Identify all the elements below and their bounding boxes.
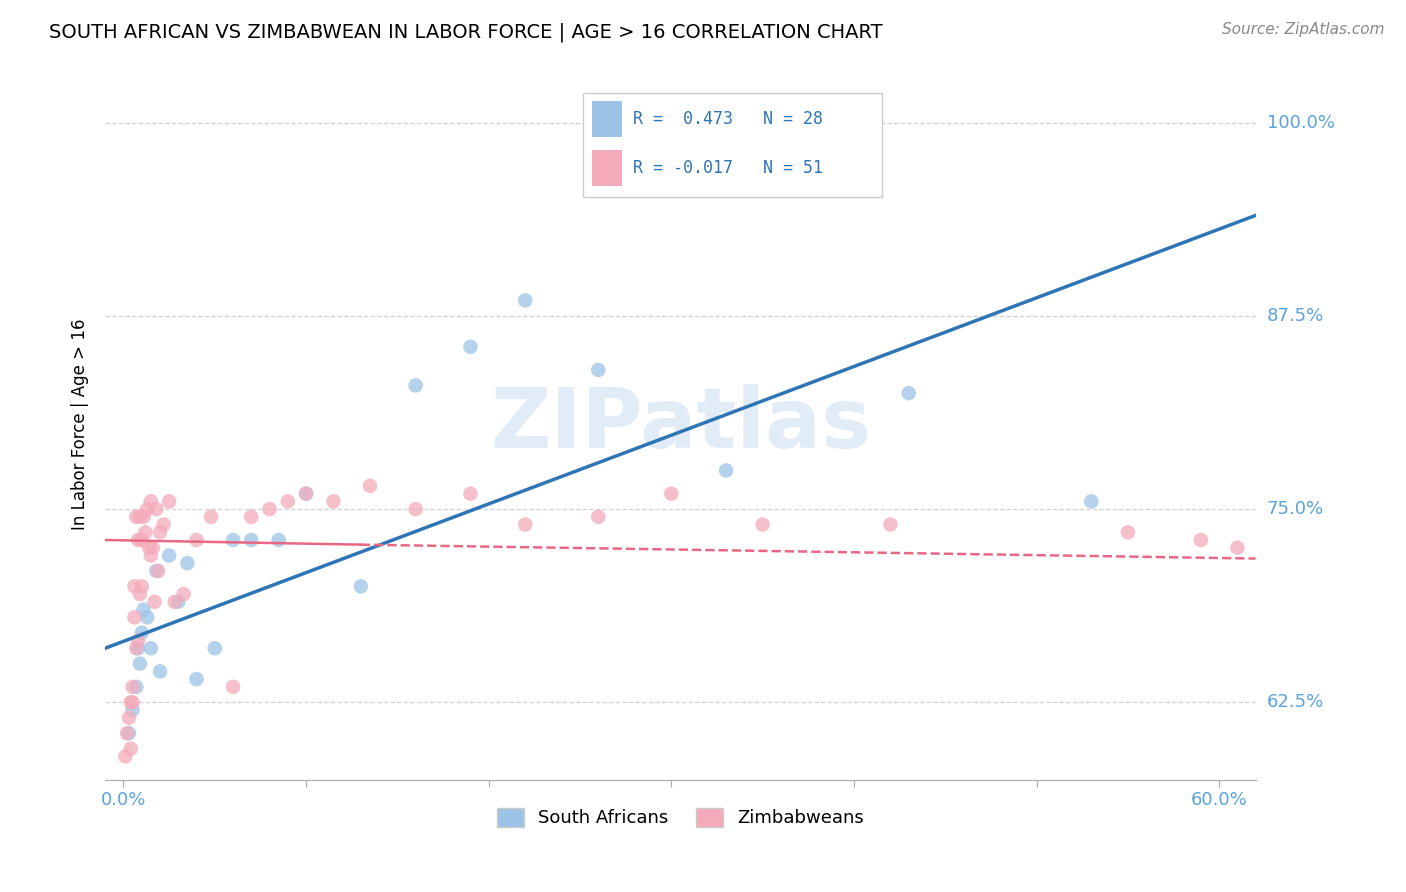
Point xyxy=(146,564,169,578)
Point xyxy=(1189,533,1212,547)
Point xyxy=(132,509,155,524)
Point xyxy=(145,564,167,578)
Point xyxy=(460,486,482,500)
Point xyxy=(125,641,148,656)
Point xyxy=(129,587,152,601)
Point xyxy=(588,509,610,524)
Point xyxy=(139,641,162,656)
Text: ZIPatlas: ZIPatlas xyxy=(489,384,870,465)
Point xyxy=(405,378,427,392)
Point xyxy=(115,726,138,740)
Point xyxy=(139,549,162,563)
Point xyxy=(124,610,146,624)
Point xyxy=(897,386,920,401)
Point xyxy=(295,486,318,500)
Point xyxy=(127,641,149,656)
Point xyxy=(163,595,186,609)
Point xyxy=(277,494,299,508)
Point xyxy=(173,587,195,601)
Point xyxy=(186,533,208,547)
Text: 87.5%: 87.5% xyxy=(1267,307,1324,325)
Text: 100.0%: 100.0% xyxy=(1267,113,1334,132)
Point xyxy=(129,657,152,671)
Point xyxy=(176,556,198,570)
Point xyxy=(222,680,245,694)
Point xyxy=(204,641,226,656)
Point xyxy=(350,579,373,593)
Point xyxy=(132,602,155,616)
Point xyxy=(167,595,190,609)
Point xyxy=(127,633,149,648)
Point xyxy=(136,610,159,624)
Point xyxy=(139,494,162,508)
Point xyxy=(131,579,153,593)
Point xyxy=(118,711,141,725)
Point xyxy=(131,625,153,640)
Point xyxy=(240,509,263,524)
Point xyxy=(515,517,537,532)
Point xyxy=(114,749,136,764)
Point xyxy=(157,494,180,508)
Y-axis label: In Labor Force | Age > 16: In Labor Force | Age > 16 xyxy=(72,318,89,530)
Point xyxy=(129,509,152,524)
Text: 75.0%: 75.0% xyxy=(1267,500,1324,518)
Point xyxy=(143,595,166,609)
Point xyxy=(124,579,146,593)
Text: 62.5%: 62.5% xyxy=(1267,693,1324,711)
Point xyxy=(149,525,172,540)
Point xyxy=(295,486,318,500)
Point xyxy=(157,549,180,563)
Point xyxy=(240,533,263,547)
Text: Source: ZipAtlas.com: Source: ZipAtlas.com xyxy=(1222,22,1385,37)
Point xyxy=(125,509,148,524)
Point xyxy=(588,363,610,377)
Point xyxy=(121,680,143,694)
Point xyxy=(127,533,149,547)
Point xyxy=(460,340,482,354)
Point xyxy=(142,541,165,555)
Point xyxy=(138,541,160,555)
Point xyxy=(1080,494,1102,508)
Point xyxy=(259,502,281,516)
Point xyxy=(121,703,143,717)
Point xyxy=(659,486,682,500)
Point xyxy=(222,533,245,547)
Point xyxy=(145,502,167,516)
Point xyxy=(1116,525,1139,540)
Point xyxy=(120,695,142,709)
Point xyxy=(134,525,156,540)
Point xyxy=(322,494,344,508)
Point xyxy=(714,463,737,477)
Point xyxy=(118,726,141,740)
Point xyxy=(152,517,174,532)
Text: SOUTH AFRICAN VS ZIMBABWEAN IN LABOR FORCE | AGE > 16 CORRELATION CHART: SOUTH AFRICAN VS ZIMBABWEAN IN LABOR FOR… xyxy=(49,22,883,42)
Point xyxy=(200,509,222,524)
Point xyxy=(121,695,143,709)
Point xyxy=(131,533,153,547)
Point xyxy=(120,741,142,756)
Point xyxy=(149,665,172,679)
Point xyxy=(267,533,290,547)
Point xyxy=(405,502,427,516)
Point xyxy=(186,672,208,686)
Point xyxy=(136,502,159,516)
Point xyxy=(1226,541,1249,555)
Point xyxy=(751,517,773,532)
Legend: South Africans, Zimbabweans: South Africans, Zimbabweans xyxy=(489,801,872,835)
Point xyxy=(125,680,148,694)
Point xyxy=(515,293,537,308)
Point xyxy=(359,479,381,493)
Point xyxy=(879,517,901,532)
